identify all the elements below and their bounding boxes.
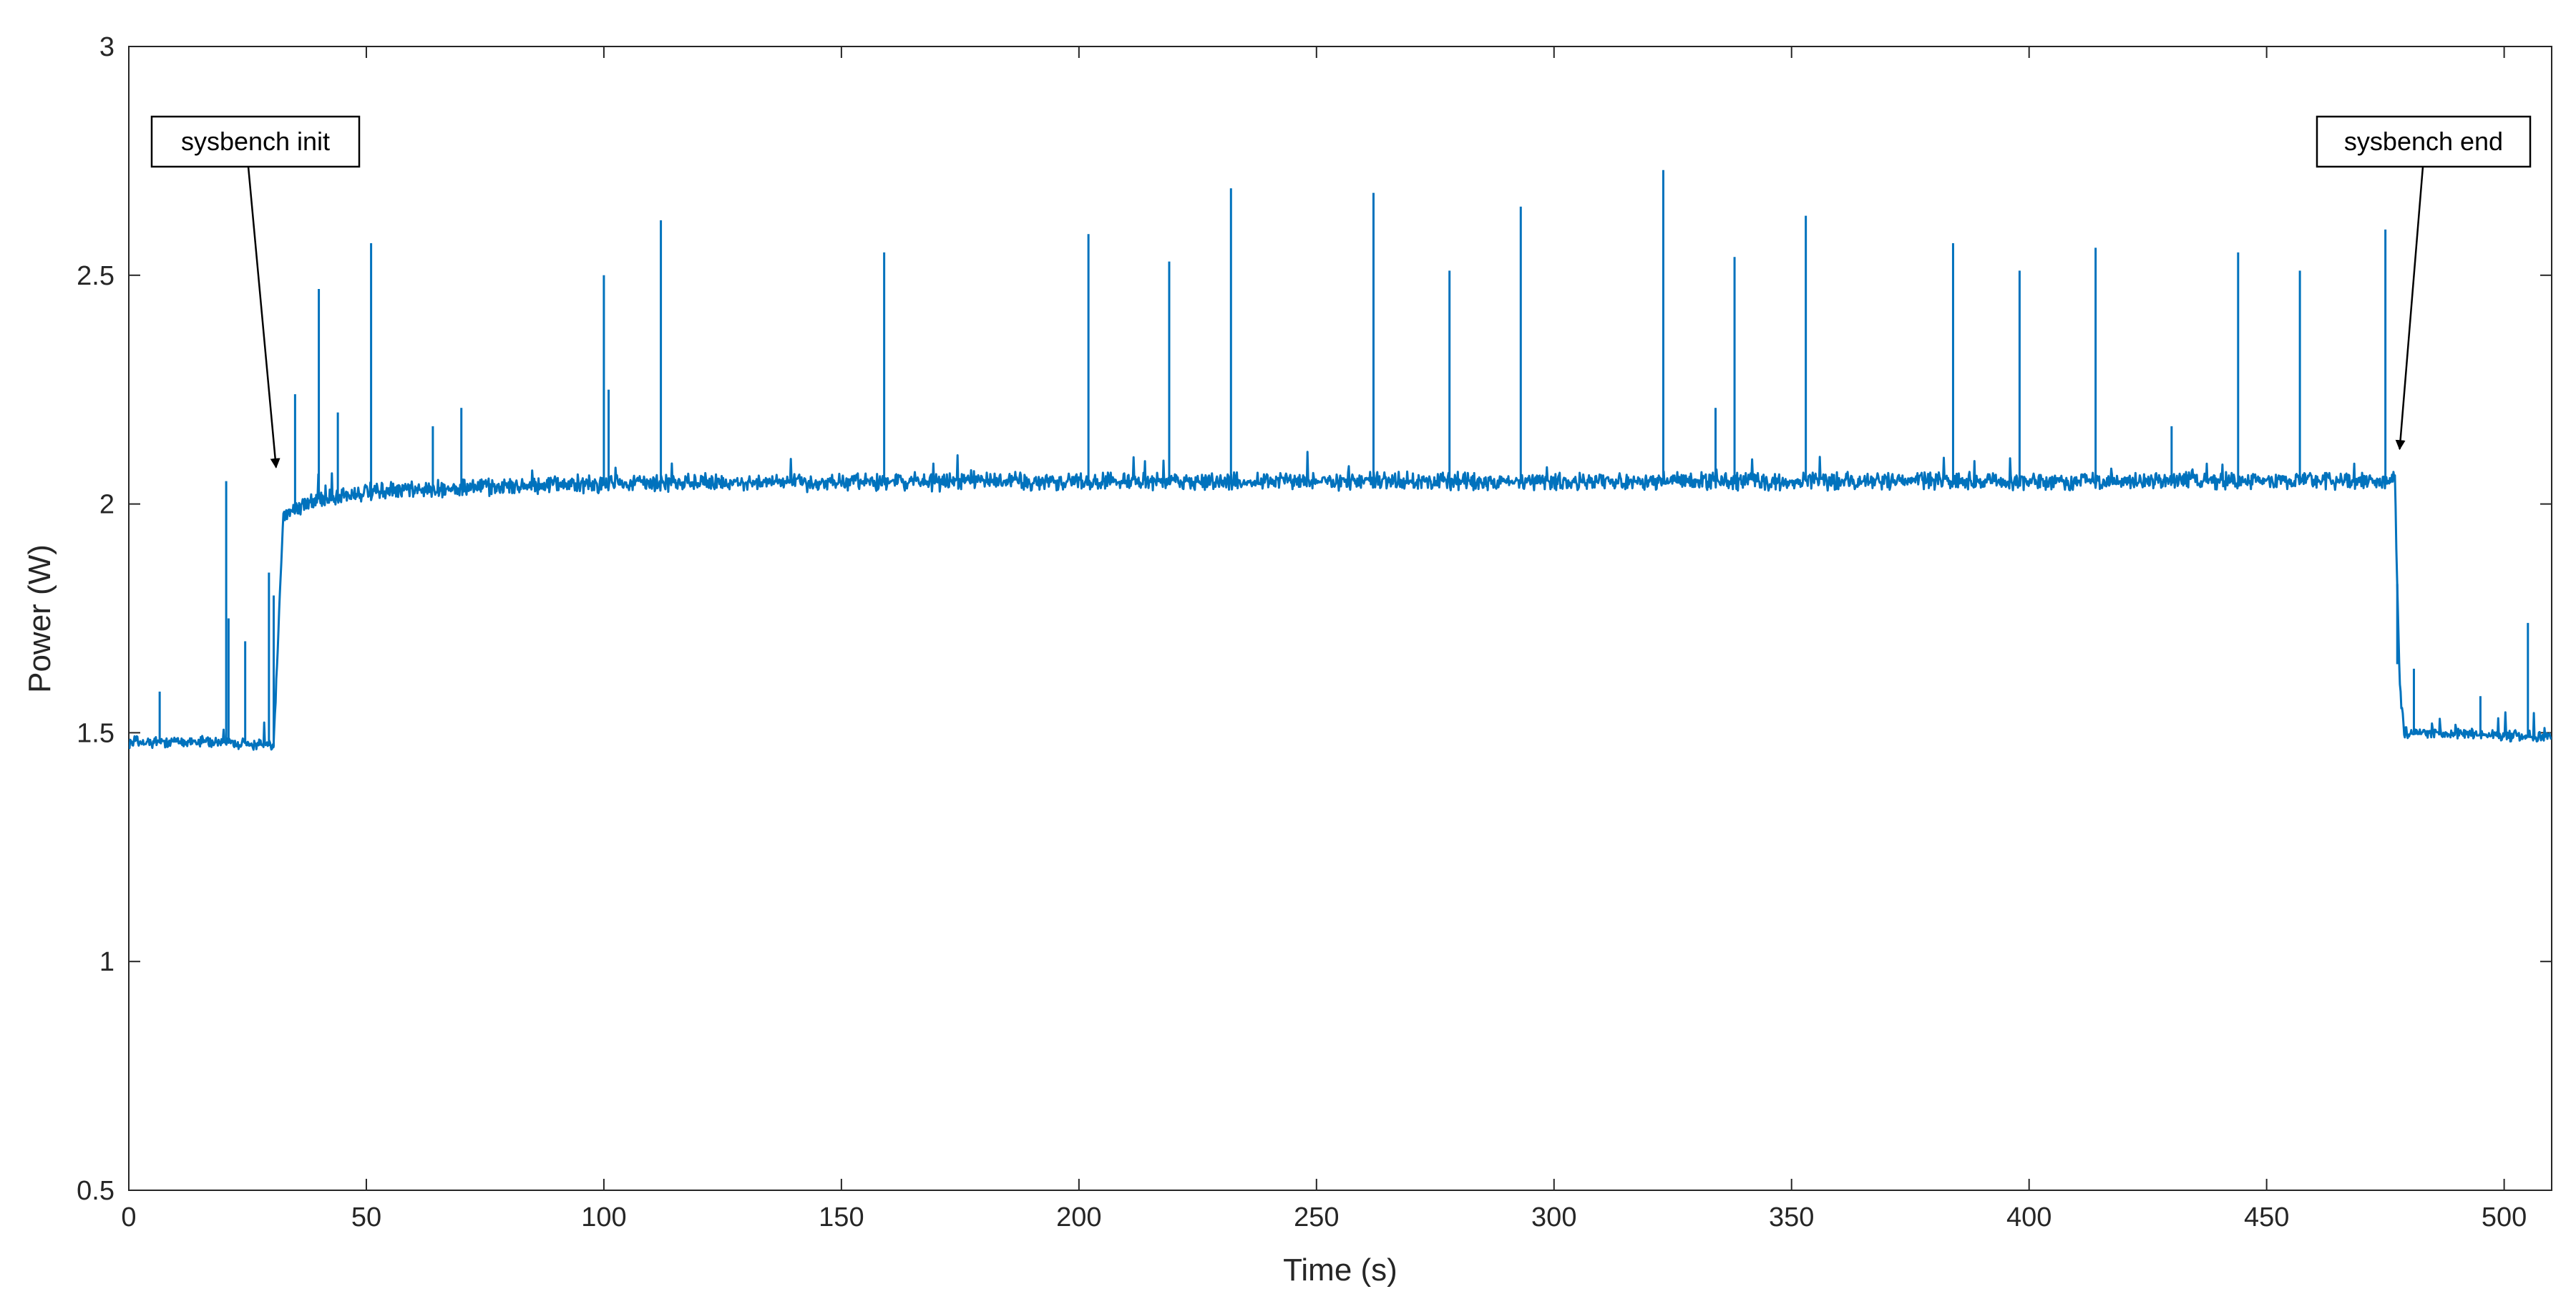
annotation-box	[2316, 115, 2532, 168]
x-tick-label: 450	[2244, 1202, 2289, 1232]
x-tick-label: 100	[581, 1202, 626, 1232]
x-tick-label: 250	[1294, 1202, 1339, 1232]
power-spikes	[158, 170, 2529, 747]
annotation-arrow	[2395, 166, 2424, 451]
y-tick-label: 2	[99, 490, 114, 520]
annotations: sysbench init sysbench end	[150, 115, 2532, 469]
y-axis: 0.5 1 1.5 2 2.5 3	[77, 32, 2552, 1206]
x-tick-label: 400	[2006, 1202, 2051, 1232]
x-tick-label: 300	[1531, 1202, 1576, 1232]
annotation-text: sysbench init	[181, 127, 330, 156]
x-tick-label: 350	[1769, 1202, 1814, 1232]
annotation-text: sysbench end	[2344, 127, 2503, 156]
x-tick-label: 200	[1056, 1202, 1101, 1232]
y-tick-label: 1	[99, 947, 114, 977]
y-tick-label: 2.5	[77, 261, 114, 291]
series-line	[129, 451, 2552, 751]
y-tick-label: 3	[99, 32, 114, 62]
annotation-arrow	[247, 166, 280, 469]
annotation-box	[150, 115, 361, 168]
y-tick-label: 0.5	[77, 1176, 114, 1206]
x-axis-label: Time (s)	[1283, 1252, 1397, 1288]
y-axis-label: Power (W)	[22, 544, 57, 693]
x-tick-label: 0	[121, 1202, 136, 1232]
x-tick-label: 150	[819, 1202, 864, 1232]
plot-area	[128, 46, 2552, 1191]
x-axis: 0 50 100 150 200 250 300 350 400 450 500	[121, 46, 2527, 1232]
y-tick-label: 1.5	[77, 718, 114, 748]
x-tick-label: 500	[2482, 1202, 2527, 1232]
x-tick-label: 50	[351, 1202, 381, 1232]
